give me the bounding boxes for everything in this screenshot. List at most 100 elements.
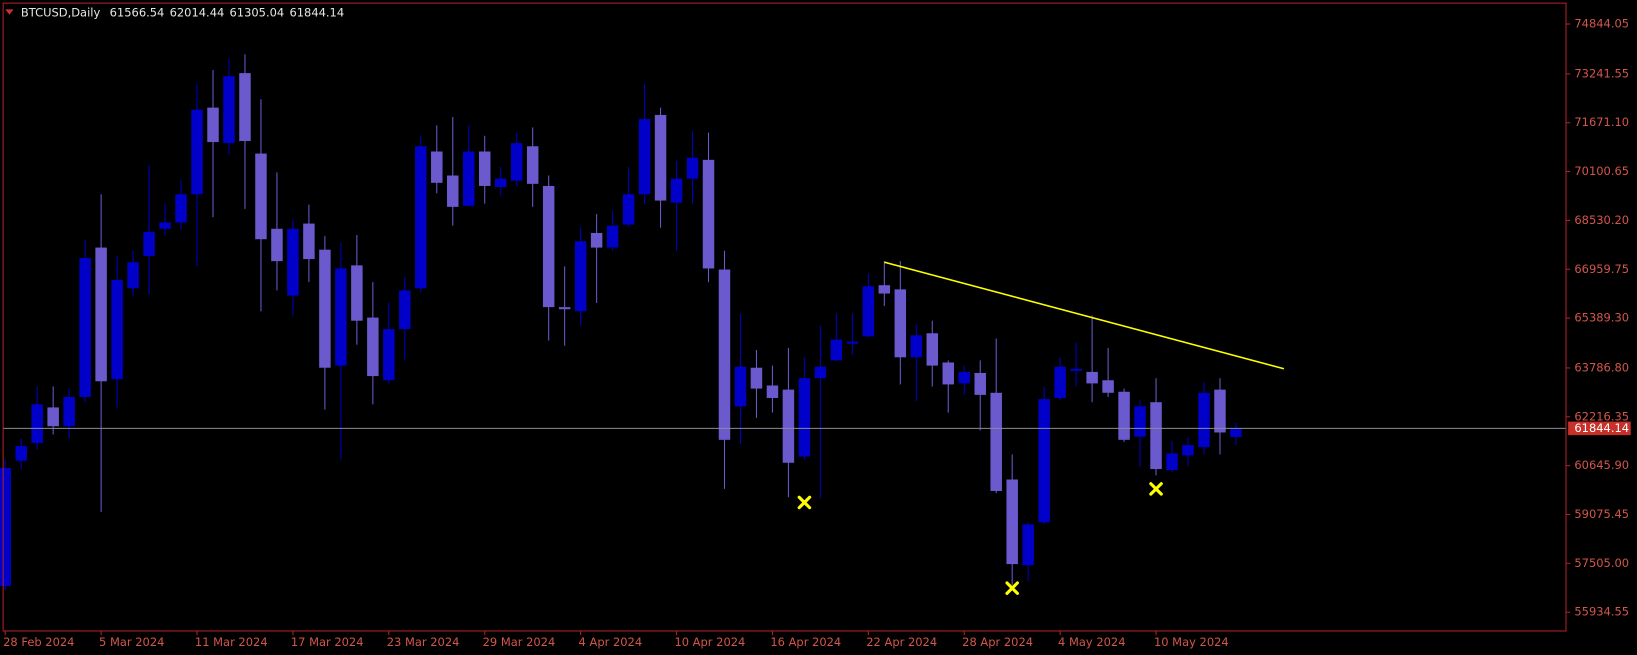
x-tick-label: 10 Apr 2024 bbox=[674, 635, 745, 649]
candle-body bbox=[319, 249, 331, 368]
candle-body bbox=[910, 335, 923, 358]
x-tick-label: 22 Apr 2024 bbox=[866, 635, 937, 649]
header-open: 61566.54 bbox=[110, 5, 165, 19]
x-tick-label: 10 May 2024 bbox=[1154, 635, 1229, 649]
candle-body bbox=[830, 339, 843, 361]
candle-body bbox=[111, 279, 123, 380]
symbol: BTCUSD,Daily bbox=[21, 5, 101, 19]
header: BTCUSD,Daily 61566.54 62014.44 61305.04 6184… bbox=[21, 5, 344, 19]
candle-body bbox=[1182, 445, 1194, 456]
candle-body bbox=[814, 366, 827, 379]
x-tick-label: 29 Mar 2024 bbox=[483, 635, 556, 649]
candle-body bbox=[766, 385, 779, 399]
candle-body bbox=[878, 285, 891, 294]
candle-body bbox=[590, 232, 603, 248]
candle-body bbox=[1134, 406, 1146, 437]
candle-body bbox=[351, 265, 363, 321]
y-tick-label: 74844.05 bbox=[1574, 17, 1629, 31]
marker bbox=[1149, 482, 1163, 496]
candle-body bbox=[175, 194, 187, 223]
candle-body bbox=[335, 268, 347, 366]
candle-body bbox=[63, 396, 75, 427]
candle-body bbox=[367, 317, 379, 377]
candle-body bbox=[239, 73, 251, 142]
candle-body bbox=[526, 146, 539, 184]
candle-body bbox=[510, 143, 523, 181]
current-price-box bbox=[1568, 421, 1631, 436]
candle-body bbox=[1118, 391, 1130, 440]
candle-body bbox=[670, 178, 683, 203]
candle-body bbox=[1086, 371, 1098, 384]
candle-body bbox=[143, 231, 155, 256]
candle-body bbox=[1230, 428, 1242, 437]
candle-body bbox=[494, 178, 507, 188]
candle-body bbox=[15, 446, 27, 461]
x-tick-label: 23 Mar 2024 bbox=[387, 635, 460, 649]
candle-body bbox=[606, 225, 619, 248]
candle-body bbox=[1006, 479, 1018, 565]
candle-body bbox=[383, 329, 395, 381]
candle-body bbox=[862, 286, 875, 337]
candle-body bbox=[686, 157, 699, 179]
candle-body bbox=[1214, 389, 1226, 433]
marker bbox=[1005, 581, 1019, 595]
x-tick-label: 11 Mar 2024 bbox=[195, 635, 268, 649]
header-close: 61844.14 bbox=[289, 5, 344, 19]
trendline bbox=[884, 261, 1285, 370]
candle-body bbox=[942, 362, 955, 385]
candle-body bbox=[926, 333, 939, 366]
candle-body bbox=[974, 372, 986, 395]
candle-body bbox=[0, 467, 11, 587]
candle-body bbox=[702, 159, 715, 269]
candle-body bbox=[207, 107, 219, 143]
plot-frame bbox=[2, 2, 1567, 632]
y-tick-label: 65389.30 bbox=[1574, 311, 1629, 325]
candle-body bbox=[271, 228, 283, 262]
y-tick-label: 62216.35 bbox=[1574, 409, 1629, 423]
x-tick-label: 4 May 2024 bbox=[1058, 635, 1125, 649]
plot-area bbox=[0, 54, 1567, 591]
candle-body bbox=[1054, 366, 1066, 399]
y-tick-label: 60645.90 bbox=[1574, 458, 1629, 472]
candle-body bbox=[1198, 392, 1210, 448]
x-tick-label: 28 Feb 2024 bbox=[3, 635, 74, 649]
candle-body bbox=[447, 175, 459, 207]
candle-body bbox=[191, 109, 203, 195]
y-tick-label: 59075.45 bbox=[1574, 507, 1629, 521]
candle-body bbox=[223, 76, 235, 144]
candle-body bbox=[1022, 524, 1034, 566]
y-tick-label: 68530.20 bbox=[1574, 213, 1629, 227]
candle-body bbox=[415, 146, 427, 289]
candle-body bbox=[303, 223, 315, 260]
candle-body bbox=[782, 389, 795, 463]
candle-body bbox=[431, 151, 443, 183]
candle-body bbox=[734, 366, 747, 407]
candle-body bbox=[718, 269, 731, 440]
x-tick-label: 5 Mar 2024 bbox=[99, 635, 164, 649]
y-tick-label: 66959.75 bbox=[1574, 262, 1629, 276]
y-tick-label: 63786.80 bbox=[1574, 360, 1629, 374]
candle-body bbox=[1070, 368, 1082, 371]
candle-body bbox=[990, 392, 1002, 491]
candle-body bbox=[478, 151, 491, 186]
candle-body bbox=[79, 258, 91, 397]
candle-body bbox=[1038, 399, 1050, 523]
candle-body bbox=[894, 289, 907, 358]
x-tick-label: 16 Apr 2024 bbox=[770, 635, 841, 649]
candle-body bbox=[622, 194, 635, 225]
candle-body bbox=[638, 119, 651, 195]
candle-body bbox=[654, 114, 667, 201]
candle-body bbox=[1150, 402, 1162, 470]
candle-body bbox=[558, 307, 571, 310]
current-price-label: 61844.14 bbox=[1574, 421, 1629, 435]
candle-body bbox=[750, 367, 763, 389]
candle-body bbox=[255, 153, 267, 240]
candle-body bbox=[287, 228, 299, 296]
y-tick-label: 71671.10 bbox=[1574, 115, 1629, 129]
candle-body bbox=[542, 185, 555, 308]
candle-body bbox=[958, 371, 970, 384]
marker bbox=[797, 495, 812, 510]
candle-body bbox=[399, 290, 411, 330]
y-tick-label: 57505.00 bbox=[1574, 556, 1629, 570]
header-low: 61305.04 bbox=[230, 5, 285, 19]
